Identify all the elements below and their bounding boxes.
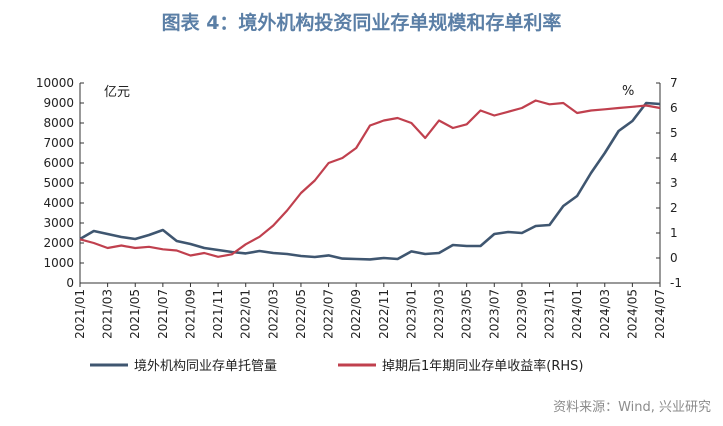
x-tick-label: 2021/07 [156, 289, 170, 339]
legend-label-stock: 境外机构同业存单托管量 [134, 359, 277, 374]
x-tick-label: 2023/01 [404, 289, 418, 339]
x-tick-label: 2024/07 [653, 289, 667, 339]
left-tick-label: 8000 [43, 116, 74, 130]
x-tick-label: 2024/03 [598, 289, 612, 339]
x-tick-label: 2022/11 [377, 289, 391, 339]
x-tick-label: 2023/05 [460, 289, 474, 339]
legend: 境外机构同业存单托管量 掉期后1年期同业存单收益率(RHS) [90, 358, 583, 374]
x-tick-label: 2022/09 [349, 289, 363, 339]
x-tick-label: 2021/05 [128, 289, 142, 339]
left-tick-label: 9000 [43, 96, 74, 110]
x-tick-label: 2023/11 [543, 289, 557, 339]
x-tick-label: 2022/05 [294, 289, 308, 339]
right-tick-label: 3 [670, 176, 678, 190]
right-tick-label: 2 [670, 201, 678, 215]
right-tick-label: 7 [670, 76, 678, 90]
chart-title: 图表 4：境外机构投资同业存单规模和存单利率 [161, 12, 562, 34]
x-tick-label: 2021/11 [211, 289, 225, 339]
right-axis-unit: % [622, 84, 634, 99]
left-tick-label: 5000 [43, 176, 74, 190]
source-note: 资料来源：Wind, 兴业研究 [553, 400, 711, 415]
left-tick-label: 7000 [43, 136, 74, 150]
legend-label-yield: 掉期后1年期同业存单收益率(RHS) [382, 358, 583, 374]
right-tick-label: 5 [670, 126, 678, 140]
series-line-yield [79, 99, 661, 258]
right-tick-label: -1 [670, 276, 682, 290]
series-lines [79, 99, 661, 261]
x-tick-label: 2023/07 [487, 289, 501, 339]
x-tick-label: 2024/01 [570, 289, 584, 339]
x-tick-label: 2021/03 [101, 289, 115, 339]
left-axis-unit: 亿元 [104, 85, 130, 100]
left-tick-label: 2000 [43, 236, 74, 250]
left-tick-label: 6000 [43, 156, 74, 170]
right-tick-label: 6 [670, 101, 678, 115]
x-tick-label: 2023/03 [432, 289, 446, 339]
axes-group: 0 1000 2000 3000 4000 5000 6000 7000 8000 9000 100… [36, 76, 682, 339]
x-tick-label: 2023/09 [515, 289, 529, 339]
x-tick-label: 2024/05 [625, 289, 639, 339]
x-tick-label: 2022/01 [239, 289, 253, 339]
series-line-stock [79, 101, 661, 261]
left-tick-label: 0 [66, 276, 74, 290]
x-tick-label: 2022/03 [266, 289, 280, 339]
left-tick-label: 10000 [36, 76, 74, 90]
right-tick-label: 1 [670, 226, 678, 240]
x-tick-label: 2021/09 [183, 289, 197, 339]
left-tick-label: 3000 [43, 216, 74, 230]
right-tick-label: 0 [670, 251, 678, 265]
x-tick-label: 2021/01 [73, 289, 87, 339]
left-tick-label: 4000 [43, 196, 74, 210]
x-tick-label: 2022/07 [322, 289, 336, 339]
left-tick-label: 1000 [43, 256, 74, 270]
right-tick-label: 4 [670, 151, 678, 165]
